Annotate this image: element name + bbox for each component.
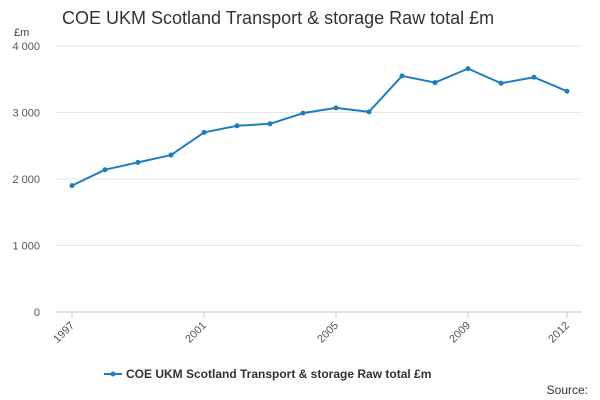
- legend[interactable]: COE UKM Scotland Transport & storage Raw…: [104, 367, 431, 381]
- data-point[interactable]: [432, 80, 438, 86]
- y-tick-label: 3 000: [12, 108, 40, 120]
- data-point[interactable]: [267, 121, 273, 127]
- x-tick-label: 2001: [183, 320, 209, 346]
- legend-marker: [110, 371, 116, 377]
- x-axis-ticks: 1997 2001 2005 2009 2012: [51, 312, 572, 345]
- grid-lines: [56, 45, 582, 246]
- data-point[interactable]: [300, 110, 306, 116]
- legend-label: COE UKM Scotland Transport & storage Raw…: [126, 367, 431, 381]
- chart-title: COE UKM Scotland Transport & storage Raw…: [62, 8, 494, 28]
- y-axis-ticks: 0 1 000 2 000 3 000 4 000: [12, 41, 40, 319]
- data-point[interactable]: [366, 109, 372, 115]
- y-tick-label: 2 000: [12, 174, 40, 186]
- x-tick-label: 2012: [546, 320, 572, 346]
- data-point[interactable]: [465, 66, 471, 72]
- data-point[interactable]: [102, 167, 108, 173]
- data-point[interactable]: [498, 80, 504, 86]
- x-tick-label: 1997: [51, 320, 77, 346]
- data-point[interactable]: [333, 105, 339, 111]
- x-tick-label: 2009: [447, 320, 473, 346]
- data-point[interactable]: [69, 183, 75, 189]
- data-point[interactable]: [234, 123, 240, 129]
- series-line: [71, 67, 568, 187]
- data-point[interactable]: [168, 152, 174, 158]
- y-tick-label: 0: [34, 307, 40, 319]
- data-point[interactable]: [531, 74, 537, 80]
- y-axis-label: £m: [14, 27, 29, 39]
- y-tick-label: 4 000: [12, 41, 40, 53]
- data-point[interactable]: [399, 73, 405, 79]
- source-label: Source:: [547, 383, 588, 397]
- y-tick-label: 1 000: [12, 241, 40, 253]
- data-point[interactable]: [135, 159, 141, 165]
- x-tick-label: 2005: [315, 320, 341, 346]
- data-point[interactable]: [201, 129, 207, 135]
- series-layer: [69, 66, 570, 189]
- data-point[interactable]: [564, 88, 570, 94]
